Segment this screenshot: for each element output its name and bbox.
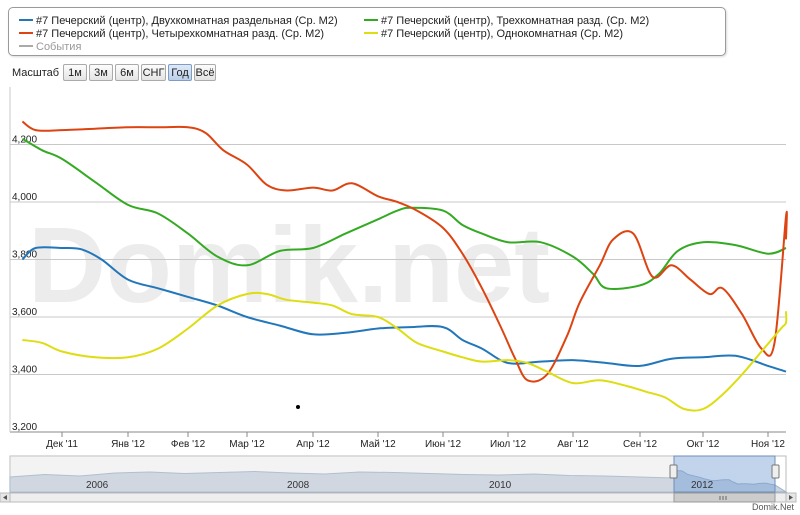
legend-label: #7 Печерский (центр), Четырехкомнатная р… bbox=[36, 28, 325, 40]
legend-label: #7 Печерский (центр), Двухкомнатная разд… bbox=[36, 15, 338, 27]
navigator-label-2006: 2006 bbox=[86, 480, 109, 491]
zoom-all-button[interactable]: Всё bbox=[194, 64, 216, 81]
legend-label: События bbox=[36, 41, 82, 53]
navigator-scrollbar-thumb[interactable] bbox=[673, 492, 776, 503]
legend-label: #7 Печерский (центр), Однокомнатная (Ср.… bbox=[381, 28, 624, 40]
navigator-label-2008: 2008 bbox=[287, 480, 310, 491]
zoom-6m-button[interactable]: 6м bbox=[115, 64, 139, 81]
navigator-selected-range[interactable] bbox=[673, 455, 776, 493]
footer-credit: Domik.Net bbox=[751, 502, 794, 512]
navigator-mask bbox=[10, 456, 674, 492]
zoom-label: Масштаб bbox=[12, 67, 60, 79]
arrow-right-icon bbox=[789, 495, 793, 500]
arrow-left-icon bbox=[3, 495, 7, 500]
zoom-ytd-button[interactable]: СНГ bbox=[141, 64, 166, 81]
navigator-left-handle[interactable] bbox=[669, 464, 678, 479]
legend-swatch bbox=[19, 45, 33, 48]
legend-item-events[interactable]: События bbox=[19, 41, 81, 54]
legend-item-one-room[interactable]: #7 Печерский (центр), Однокомнатная (Ср.… bbox=[364, 28, 623, 41]
legend-item-three-room[interactable]: #7 Печерский (центр), Трехкомнатная разд… bbox=[364, 15, 649, 28]
chart-legend: #7 Печерский (центр), Двухкомнатная разд… bbox=[8, 7, 726, 56]
legend-swatch bbox=[364, 19, 378, 22]
legend-item-two-room[interactable]: #7 Печерский (центр), Двухкомнатная разд… bbox=[19, 15, 338, 28]
navigator-label-2010: 2010 bbox=[489, 480, 512, 491]
legend-swatch bbox=[19, 32, 33, 35]
legend-label: #7 Печерский (центр), Трехкомнатная разд… bbox=[381, 15, 650, 27]
zoom-year-button[interactable]: Год bbox=[168, 64, 192, 81]
zoom-3m-button[interactable]: 3м bbox=[89, 64, 113, 81]
legend-swatch bbox=[19, 19, 33, 22]
legend-item-four-room[interactable]: #7 Печерский (центр), Четырехкомнатная р… bbox=[19, 28, 324, 41]
zoom-1m-button[interactable]: 1м bbox=[63, 64, 87, 81]
navigator-label-2012: 2012 bbox=[691, 480, 714, 491]
navigator-series-area bbox=[9, 470, 788, 493]
scrollbar-grip-icon bbox=[719, 496, 727, 500]
legend-swatch bbox=[364, 32, 378, 35]
navigator-right-handle[interactable] bbox=[771, 464, 780, 479]
navigator-scrollbar-track[interactable] bbox=[9, 492, 787, 503]
